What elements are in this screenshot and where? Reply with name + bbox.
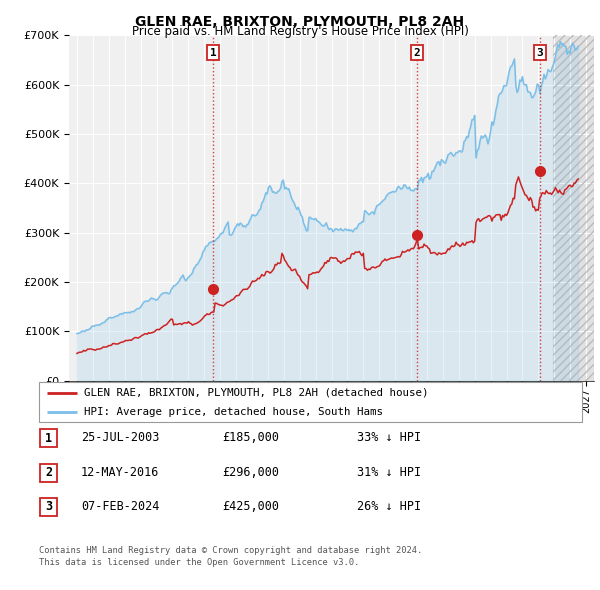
Text: 25-JUL-2003: 25-JUL-2003 bbox=[81, 431, 160, 444]
Text: 33% ↓ HPI: 33% ↓ HPI bbox=[357, 431, 421, 444]
Text: 3: 3 bbox=[536, 48, 543, 58]
Text: 3: 3 bbox=[45, 500, 52, 513]
Text: 2: 2 bbox=[413, 48, 420, 58]
Bar bbox=[553, 35, 594, 381]
Text: Price paid vs. HM Land Registry's House Price Index (HPI): Price paid vs. HM Land Registry's House … bbox=[131, 25, 469, 38]
Text: GLEN RAE, BRIXTON, PLYMOUTH, PL8 2AH: GLEN RAE, BRIXTON, PLYMOUTH, PL8 2AH bbox=[136, 15, 464, 29]
Bar bbox=[553, 35, 594, 381]
Text: GLEN RAE, BRIXTON, PLYMOUTH, PL8 2AH (detached house): GLEN RAE, BRIXTON, PLYMOUTH, PL8 2AH (de… bbox=[83, 388, 428, 398]
Text: £296,000: £296,000 bbox=[222, 466, 279, 478]
Text: HPI: Average price, detached house, South Hams: HPI: Average price, detached house, Sout… bbox=[83, 407, 383, 417]
FancyBboxPatch shape bbox=[39, 382, 582, 422]
Text: 12-MAY-2016: 12-MAY-2016 bbox=[81, 466, 160, 478]
Text: This data is licensed under the Open Government Licence v3.0.: This data is licensed under the Open Gov… bbox=[39, 558, 359, 566]
Text: 1: 1 bbox=[210, 48, 217, 58]
FancyBboxPatch shape bbox=[40, 498, 57, 516]
Text: 26% ↓ HPI: 26% ↓ HPI bbox=[357, 500, 421, 513]
Text: 1: 1 bbox=[45, 432, 52, 445]
Text: £425,000: £425,000 bbox=[222, 500, 279, 513]
Text: 07-FEB-2024: 07-FEB-2024 bbox=[81, 500, 160, 513]
FancyBboxPatch shape bbox=[40, 430, 57, 447]
Text: £185,000: £185,000 bbox=[222, 431, 279, 444]
Text: Contains HM Land Registry data © Crown copyright and database right 2024.: Contains HM Land Registry data © Crown c… bbox=[39, 546, 422, 555]
FancyBboxPatch shape bbox=[40, 464, 57, 481]
Text: 2: 2 bbox=[45, 466, 52, 479]
Text: 31% ↓ HPI: 31% ↓ HPI bbox=[357, 466, 421, 478]
